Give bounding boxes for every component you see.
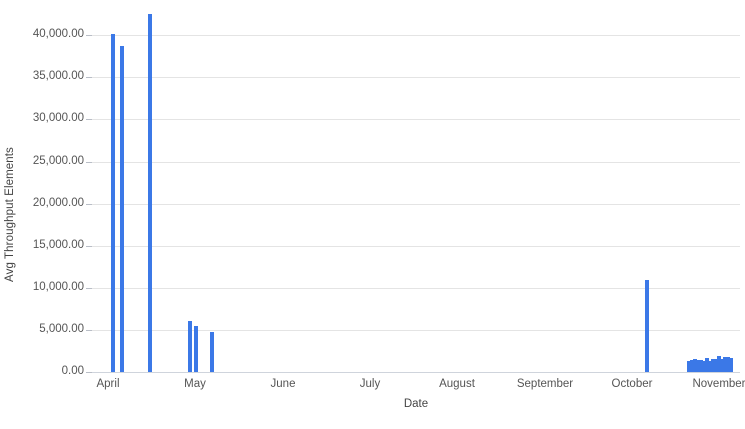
x-axis-tick-label: August [439, 378, 475, 390]
gridline [92, 35, 740, 37]
y-axis-tick-mark [86, 287, 92, 289]
y-axis-tick-label: 10,000.00 [32, 280, 84, 293]
y-axis-tick-label: 40,000.00 [32, 28, 84, 41]
gridline [92, 119, 740, 121]
bar[interactable] [720, 359, 724, 372]
y-axis-tick-label: 25,000.00 [32, 154, 84, 167]
bar[interactable] [705, 358, 709, 372]
bar[interactable] [645, 280, 649, 372]
bar[interactable] [726, 356, 730, 372]
y-axis-tick-labels: 0.00 5,000.00 10,000.00 15,000.00 20,000.00 2… [0, 10, 84, 377]
bar[interactable] [194, 325, 198, 372]
bar[interactable] [687, 361, 691, 372]
y-axis-tick-label: 20,000.00 [32, 196, 84, 209]
plot-area [86, 10, 740, 373]
gridline [92, 203, 740, 205]
x-axis-tick-label: June [270, 378, 296, 390]
bar[interactable] [699, 360, 703, 372]
y-axis-tick-mark [86, 245, 92, 247]
bar[interactable] [111, 33, 115, 372]
x-axis-tick-label: April [96, 378, 120, 390]
bar[interactable] [690, 359, 694, 372]
gridline [92, 287, 740, 289]
y-axis-tick-mark [86, 119, 92, 121]
x-axis-tick-label: October [611, 378, 653, 390]
y-axis-tick-label: 15,000.00 [32, 238, 84, 251]
x-axis-tick-label: July [359, 378, 381, 390]
bar[interactable] [696, 359, 700, 372]
bar[interactable] [188, 320, 192, 372]
x-axis-tick-label: September [516, 378, 574, 390]
gridline [92, 245, 740, 247]
x-axis-title: Date [403, 398, 429, 410]
bar[interactable] [723, 357, 727, 372]
x-axis-tick-label: May [184, 378, 206, 390]
gridline [92, 77, 740, 79]
gridline [92, 161, 740, 163]
y-axis-tick-mark [86, 372, 92, 373]
gridline [92, 372, 740, 373]
bar[interactable] [210, 332, 214, 372]
gridline [92, 329, 740, 331]
bar[interactable] [717, 355, 721, 372]
bar[interactable] [711, 359, 715, 372]
x-axis-tick-label: November [692, 378, 745, 390]
y-axis-tick-label: 0.00 [61, 365, 84, 377]
bar[interactable] [708, 361, 712, 372]
bar[interactable] [693, 359, 697, 372]
bar[interactable] [714, 359, 718, 372]
y-axis-tick-mark [86, 161, 92, 163]
y-axis-tick-mark [86, 329, 92, 331]
y-axis-tick-mark [86, 203, 92, 205]
bar[interactable] [148, 14, 152, 372]
y-axis-tick-mark [86, 77, 92, 79]
y-axis-tick-mark [86, 35, 92, 37]
y-axis-tick-label: 30,000.00 [32, 112, 84, 125]
bar[interactable] [702, 360, 706, 372]
y-axis-tick-label: 5,000.00 [39, 322, 84, 335]
bar[interactable] [729, 357, 733, 372]
bar[interactable] [120, 46, 124, 372]
y-axis-tick-label: 35,000.00 [32, 70, 84, 83]
